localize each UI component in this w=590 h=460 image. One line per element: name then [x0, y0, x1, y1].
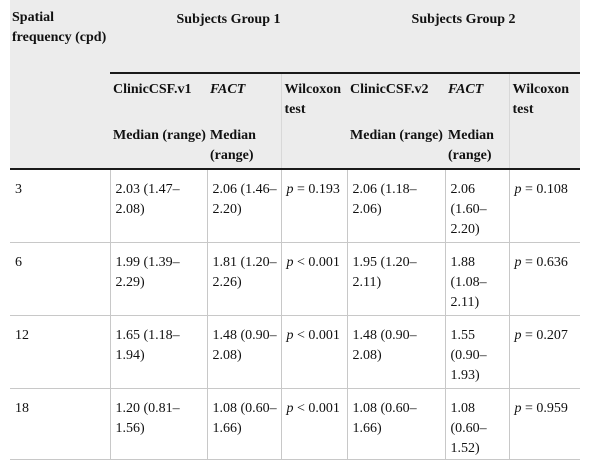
cell-clinic-v2: 1.95 (1.20–2.11) [346, 242, 446, 316]
header-median-range-1: Median (range) [110, 120, 207, 169]
cell-wilcoxon-1: p < 0.001 [280, 388, 348, 460]
cell-fact-2: 1.55 (0.90–1.93) [444, 315, 510, 389]
p-value: < 0.001 [293, 328, 340, 343]
cell-wilcoxon-2: p = 0.108 [508, 168, 581, 243]
header-spatial-frequency: Spatial frequency (cpd) [10, 0, 110, 169]
cell-wilcoxon-1: p < 0.001 [280, 242, 348, 316]
cell-fact-1: 1.08 (0.60–1.66) [206, 388, 281, 460]
cell-frequency: 3 [10, 168, 110, 243]
p-symbol: p [514, 328, 522, 343]
p-value: = 0.636 [521, 255, 568, 270]
cell-clinic-v2: 1.48 (0.90–2.08) [346, 315, 446, 389]
p-value: = 0.108 [521, 182, 568, 197]
header-wilcoxon-2: Wilcoxon test [508, 72, 581, 169]
cell-wilcoxon-1: p < 0.001 [280, 315, 348, 389]
cell-wilcoxon-2: p = 0.636 [508, 242, 581, 316]
cell-frequency: 6 [10, 242, 110, 316]
table-header: Spatial frequency (cpd) Subjects Group 1… [10, 0, 581, 169]
table-row: 3 2.03 (1.47–2.08) 2.06 (1.46–2.20) p = … [10, 168, 581, 243]
header-fact-2: FACT [445, 72, 510, 120]
header-group-1: Subjects Group 1 [110, 0, 348, 73]
p-symbol: p [286, 182, 294, 197]
cell-clinic-v1: 1.20 (0.81–1.56) [109, 388, 207, 460]
p-symbol: p [286, 401, 294, 416]
cell-clinic-v2: 1.08 (0.60–1.66) [346, 388, 446, 460]
header-clinic-v2: ClinicCSF.v2 [347, 72, 446, 120]
header-group-2: Subjects Group 2 [347, 0, 581, 73]
cell-fact-2: 1.88 (1.08–2.11) [444, 242, 510, 316]
p-symbol: p [514, 255, 522, 270]
header-fact-1: FACT [207, 72, 281, 120]
p-value: = 0.207 [521, 328, 568, 343]
p-symbol: p [514, 401, 522, 416]
cell-wilcoxon-2: p = 0.207 [508, 315, 581, 389]
cell-frequency: 12 [10, 315, 110, 389]
header-median-range-4: Median (range) [445, 120, 510, 169]
cell-fact-1: 1.48 (0.90–2.08) [206, 315, 281, 389]
cell-wilcoxon-1: p = 0.193 [280, 168, 348, 243]
table-row: 6 1.99 (1.39–2.29) 1.81 (1.20–2.26) p < … [10, 242, 581, 316]
cell-fact-2: 1.08 (0.60–1.52) [444, 388, 510, 460]
p-value: < 0.001 [293, 401, 340, 416]
cell-frequency: 18 [10, 388, 110, 460]
header-median-range-3: Median (range) [347, 120, 446, 169]
table-row: 18 1.20 (0.81–1.56) 1.08 (0.60–1.66) p <… [10, 388, 581, 460]
p-symbol: p [286, 255, 294, 270]
table-row: 12 1.65 (1.18–1.94) 1.48 (0.90–2.08) p <… [10, 315, 581, 389]
header-clinic-v1: ClinicCSF.v1 [110, 72, 207, 120]
p-symbol: p [514, 182, 522, 197]
p-value: < 0.001 [293, 255, 340, 270]
table-body: 3 2.03 (1.47–2.08) 2.06 (1.46–2.20) p = … [10, 168, 581, 460]
p-value: = 0.959 [521, 401, 568, 416]
cell-clinic-v1: 2.03 (1.47–2.08) [109, 168, 207, 243]
header-wilcoxon-1: Wilcoxon test [280, 72, 348, 169]
cell-clinic-v1: 1.65 (1.18–1.94) [109, 315, 207, 389]
results-table: Spatial frequency (cpd) Subjects Group 1… [10, 0, 581, 460]
cell-fact-2: 2.06 (1.60–2.20) [444, 168, 510, 243]
results-table-container: Spatial frequency (cpd) Subjects Group 1… [10, 0, 581, 460]
cell-fact-1: 2.06 (1.46–2.20) [206, 168, 281, 243]
cell-fact-1: 1.81 (1.20–2.26) [206, 242, 281, 316]
p-symbol: p [286, 328, 294, 343]
cell-wilcoxon-2: p = 0.959 [508, 388, 581, 460]
cell-clinic-v1: 1.99 (1.39–2.29) [109, 242, 207, 316]
p-value: = 0.193 [293, 182, 340, 197]
header-median-range-2: Median (range) [207, 120, 281, 169]
cell-clinic-v2: 2.06 (1.18–2.06) [346, 168, 446, 243]
